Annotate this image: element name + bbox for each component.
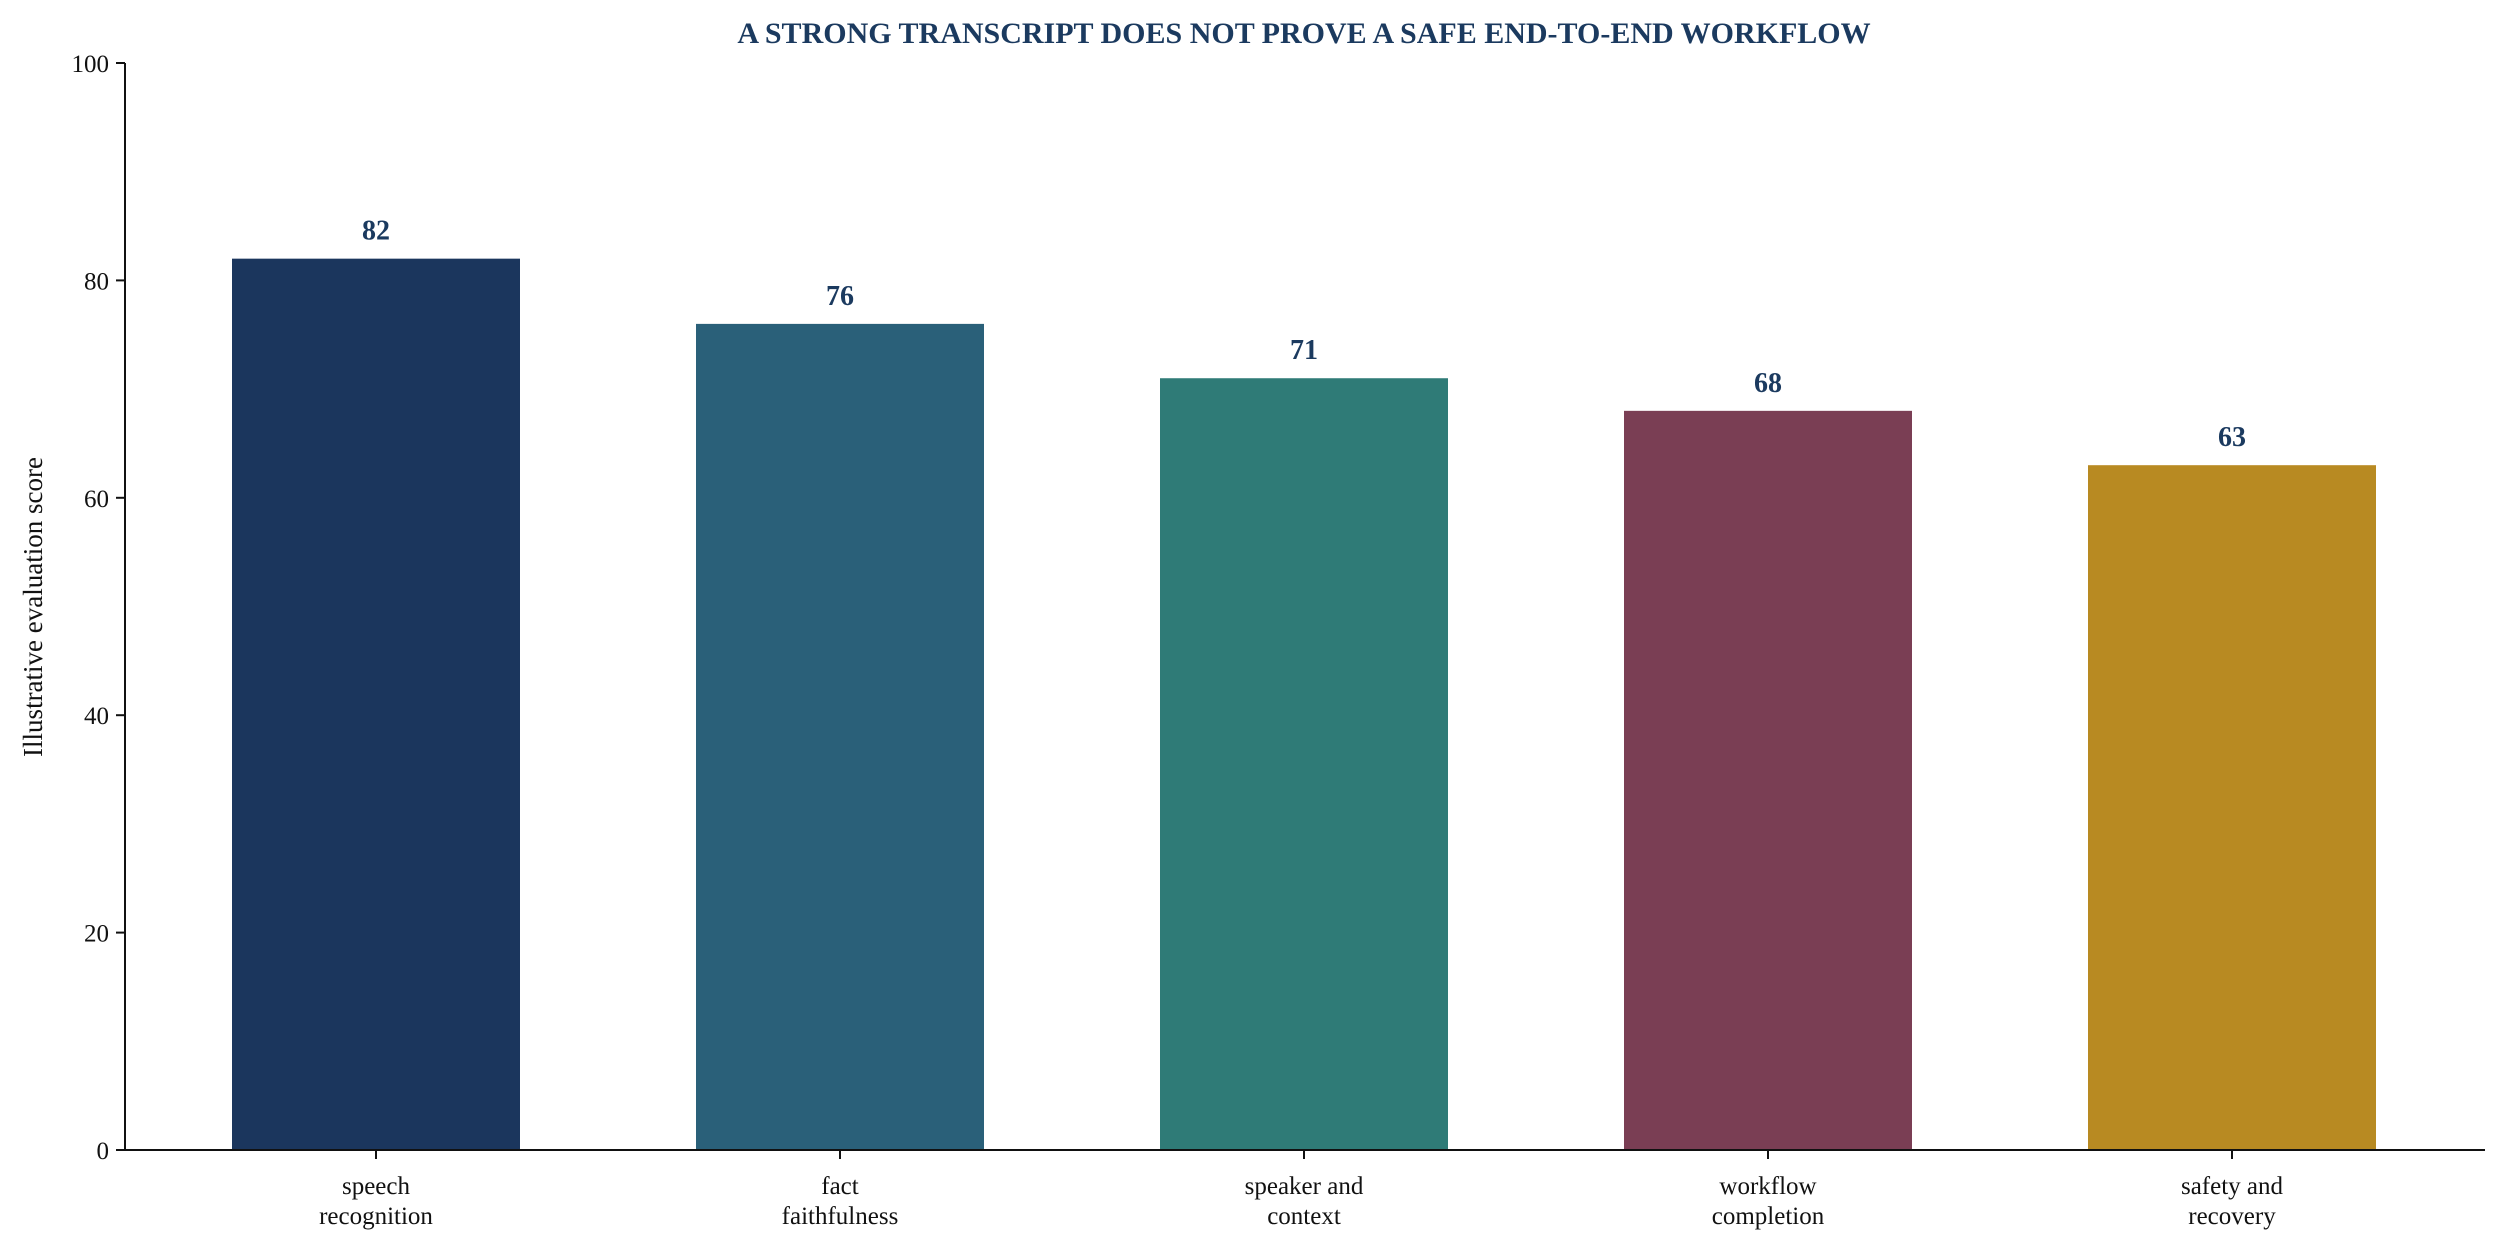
y-tick-label: 20 bbox=[84, 921, 109, 948]
y-tick-label: 100 bbox=[72, 51, 110, 78]
bar-value-label: 82 bbox=[362, 216, 390, 247]
x-tick-label: speech bbox=[342, 1173, 411, 1200]
bar-value-label: 76 bbox=[826, 281, 854, 312]
bar-value-label: 68 bbox=[1754, 368, 1782, 399]
x-axis-ticks: speech recognition fact faithfulness speaker… bbox=[319, 1150, 2284, 1230]
y-tick-label: 40 bbox=[84, 703, 109, 730]
x-tick-label: recognition bbox=[319, 1203, 433, 1230]
x-tick-label: faithfulness bbox=[782, 1203, 899, 1230]
bar bbox=[1160, 378, 1448, 1151]
bar bbox=[232, 258, 520, 1150]
bar-value-label: 71 bbox=[1290, 335, 1318, 366]
x-tick-label: workflow bbox=[1719, 1173, 1816, 1200]
chart-title: A STRONG TRANSCRIPT DOES NOT PROVE A SAF… bbox=[737, 17, 1870, 50]
bar bbox=[1624, 410, 1912, 1151]
x-tick-label: context bbox=[1267, 1203, 1341, 1230]
x-tick-label: speaker and bbox=[1245, 1173, 1364, 1200]
y-axis-label: Illustrative evaluation score bbox=[18, 457, 48, 757]
y-axis-ticks: 0 20 40 60 80 100 bbox=[72, 51, 125, 1165]
y-tick-label: 80 bbox=[84, 268, 109, 295]
x-tick-label: fact bbox=[821, 1173, 859, 1200]
x-tick-label: completion bbox=[1712, 1203, 1825, 1230]
x-tick-label: safety and bbox=[2181, 1173, 2284, 1200]
data-labels: 82 76 71 68 63 bbox=[362, 216, 2246, 454]
bar-value-label: 63 bbox=[2218, 422, 2246, 453]
x-tick-label: recovery bbox=[2188, 1203, 2276, 1230]
bars bbox=[232, 258, 2376, 1151]
y-tick-label: 0 bbox=[97, 1138, 110, 1165]
bar bbox=[696, 323, 984, 1150]
bar bbox=[2088, 465, 2376, 1150]
y-tick-label: 60 bbox=[84, 486, 109, 513]
